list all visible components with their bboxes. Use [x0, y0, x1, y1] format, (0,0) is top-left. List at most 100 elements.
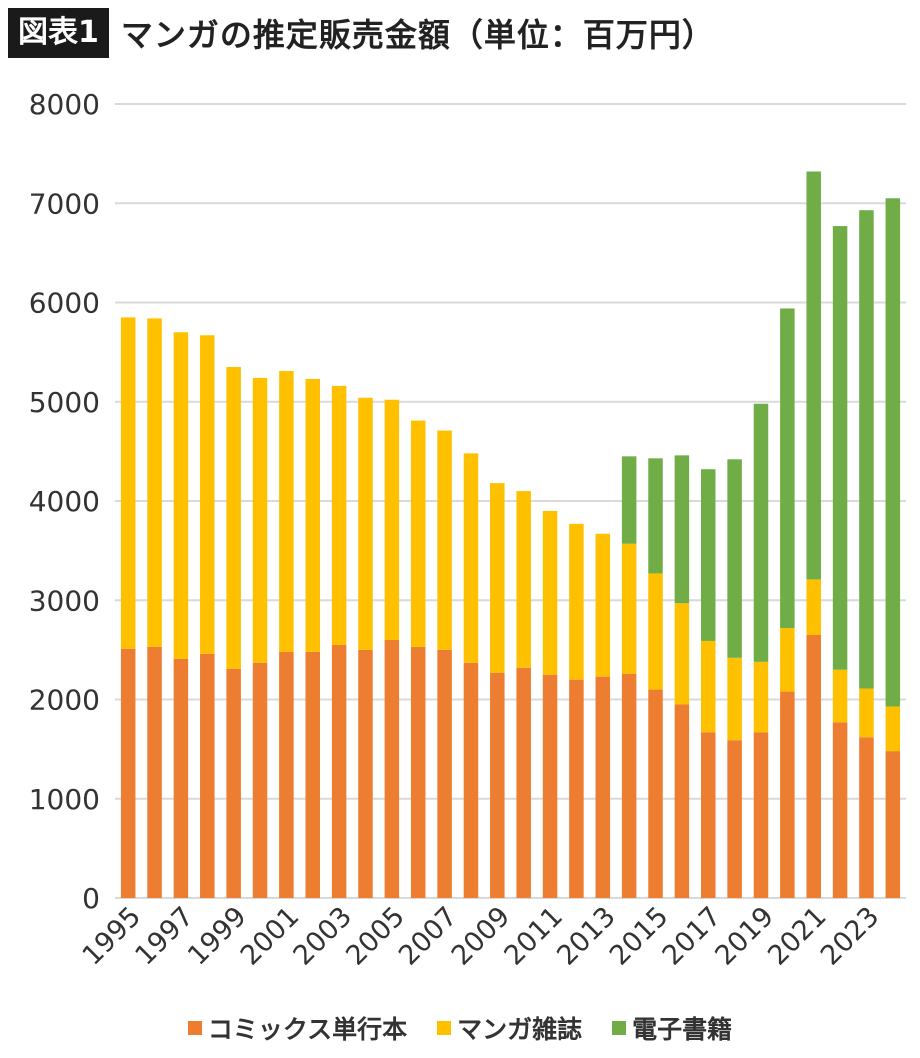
- legend-swatch: [187, 1021, 202, 1035]
- x-tick-label: 2001: [235, 901, 306, 972]
- bar-2011-series-1: [542, 510, 558, 675]
- y-tick-label: 3000: [29, 584, 100, 617]
- bar-1999-series-0: [226, 668, 241, 898]
- x-tick-label: 2015: [604, 901, 675, 972]
- y-tick-label: 2000: [29, 684, 100, 717]
- bar-2023-series-0: [859, 737, 874, 898]
- bar-1995-series-1: [120, 317, 136, 649]
- y-tick-label: 8000: [29, 88, 100, 121]
- bar-2009-series-1: [490, 483, 505, 673]
- legend-label: 電子書籍: [632, 1015, 733, 1044]
- bar-2000-series-1: [252, 377, 268, 663]
- legend-swatch: [437, 1021, 452, 1035]
- y-tick-label: 7000: [29, 187, 100, 220]
- bar-2011-series-0: [542, 674, 558, 898]
- bar-2015-series-0: [648, 689, 663, 898]
- bar-2009-series-0: [490, 672, 505, 898]
- x-tick-label: 2003: [288, 901, 359, 972]
- bar-2005-series-0: [384, 639, 400, 898]
- bar-2018-series-1: [727, 657, 742, 741]
- bar-2001-series-1: [279, 370, 294, 652]
- bar-2016-series-1: [674, 603, 690, 705]
- bar-2023-series-1: [859, 688, 874, 738]
- legend-item: 電子書籍: [612, 1010, 732, 1046]
- bar-2019-series-1: [753, 661, 769, 733]
- y-tick-label: 1000: [29, 783, 100, 816]
- bar-2014-series-0: [621, 673, 637, 898]
- x-tick-label: 2007: [393, 901, 464, 972]
- bar-2008-series-1: [463, 453, 479, 663]
- x-tick-label: 1999: [182, 901, 253, 972]
- bar-2021-series-2: [806, 171, 821, 580]
- bar-2022-series-1: [832, 669, 848, 723]
- bar-2024-series-1: [885, 706, 901, 752]
- bar-2019-series-0: [753, 732, 769, 898]
- y-tick-label: 5000: [29, 386, 100, 419]
- y-tick-label: 0: [82, 882, 100, 915]
- chart-title: 図表1 マンガの推定販売金額（単位：百万円）: [8, 8, 715, 58]
- x-tick-label: 2009: [446, 901, 517, 972]
- bar-2014-series-1: [621, 543, 637, 674]
- bar-2017-series-1: [700, 640, 716, 733]
- bar-1997-series-0: [173, 658, 189, 898]
- bar-2018-series-2: [727, 459, 742, 658]
- x-tick-label: 1997: [129, 901, 200, 972]
- bar-2020-series-2: [780, 308, 795, 629]
- figure-title: マンガの推定販売金額（単位：百万円）: [120, 16, 715, 54]
- bar-2018-series-0: [727, 740, 742, 898]
- bar-1995-series-0: [120, 648, 136, 898]
- bar-2014-series-2: [621, 456, 637, 544]
- bar-2003-series-1: [331, 385, 347, 645]
- bar-2008-series-0: [463, 662, 479, 898]
- legend-label: コミックス単行本: [207, 1015, 408, 1044]
- bar-2001-series-0: [279, 651, 294, 898]
- bar-2003-series-0: [331, 644, 347, 898]
- bar-2022-series-0: [832, 722, 848, 898]
- x-tick-label: 2019: [709, 901, 780, 972]
- bar-2024-series-2: [885, 198, 901, 707]
- bar-2017-series-2: [700, 469, 716, 641]
- bar-2016-series-0: [674, 704, 690, 898]
- bar-2019-series-2: [753, 403, 769, 662]
- x-tick-label: 2013: [551, 901, 622, 972]
- legend-label: マンガ雑誌: [457, 1015, 583, 1044]
- figure-badge: 図表1: [8, 8, 109, 58]
- bar-2002-series-1: [305, 378, 321, 652]
- y-tick-label: 6000: [29, 287, 100, 320]
- bar-1996-series-1: [147, 318, 162, 647]
- bar-2007-series-0: [437, 649, 452, 898]
- bar-2015-series-2: [648, 458, 663, 574]
- legend-item: マンガ雑誌: [437, 1010, 582, 1046]
- bar-2020-series-0: [780, 691, 795, 898]
- bar-1998-series-1: [200, 335, 215, 654]
- bar-2007-series-1: [437, 430, 452, 650]
- bar-2004-series-1: [358, 397, 373, 650]
- bar-2006-series-0: [410, 646, 426, 898]
- bar-2005-series-1: [384, 399, 400, 640]
- bar-2022-series-2: [832, 226, 848, 670]
- bar-2017-series-0: [700, 732, 716, 898]
- bar-2002-series-0: [305, 651, 321, 898]
- x-tick-label: 2021: [762, 901, 833, 972]
- legend-swatch: [612, 1021, 627, 1035]
- bar-1999-series-1: [226, 367, 241, 669]
- bar-2021-series-0: [806, 634, 821, 898]
- bar-2023-series-2: [859, 210, 874, 689]
- bar-2015-series-1: [648, 573, 663, 690]
- chart-legend: コミックス単行本 マンガ雑誌 電子書籍: [0, 1010, 920, 1046]
- bar-1998-series-0: [200, 653, 215, 898]
- bar-2010-series-0: [516, 667, 531, 898]
- bar-2000-series-0: [252, 662, 268, 898]
- bar-2024-series-0: [885, 751, 901, 898]
- bar-2013-series-1: [595, 533, 611, 677]
- bar-2010-series-1: [516, 491, 531, 668]
- bar-1997-series-1: [173, 332, 189, 659]
- bar-2021-series-1: [806, 579, 821, 635]
- bar-2004-series-0: [358, 649, 373, 898]
- x-tick-label: 2017: [657, 901, 728, 972]
- x-tick-label: 2011: [498, 901, 569, 972]
- y-tick-label: 4000: [29, 485, 100, 518]
- x-tick-label: 2005: [340, 901, 411, 972]
